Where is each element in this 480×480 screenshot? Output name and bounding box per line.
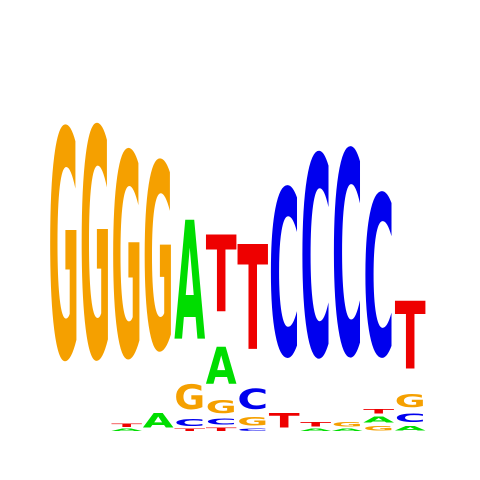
logo-letter-t: T: [174, 428, 205, 432]
logo-column-10: AGC: [332, 95, 363, 432]
logo-letter-a: A: [332, 428, 363, 432]
logo-letter-t: T: [269, 410, 300, 432]
logo-letter-g: G: [206, 397, 237, 417]
logo-letter-a: A: [206, 336, 237, 396]
logo-letter-a: A: [174, 188, 205, 378]
logo-column-3: ATG: [111, 98, 142, 432]
logo-column-8: TC: [269, 142, 300, 432]
logo-letter-c: C: [300, 100, 331, 420]
logo-letter-g: G: [111, 98, 142, 423]
logo-letter-g: G: [363, 425, 394, 432]
logo-letter-a: A: [111, 428, 142, 432]
logo-letter-c: C: [237, 428, 268, 432]
logo-letter-t: T: [395, 283, 426, 391]
logo-letter-t: T: [237, 217, 268, 384]
logo-letter-g: G: [48, 66, 79, 431]
logo-letter-g: G: [395, 391, 426, 411]
logo-letter-t: T: [206, 426, 237, 432]
logo-letter-g: G: [174, 379, 205, 418]
logo-letter-t: T: [111, 423, 142, 429]
logo-letter-a: A: [363, 415, 395, 424]
logo-letter-g: G: [80, 64, 111, 431]
logo-letter-c: C: [332, 95, 363, 421]
logo-column-4: AG: [143, 112, 175, 433]
logo-letter-c: C: [269, 142, 300, 409]
logo-letter-c: C: [363, 152, 394, 408]
logo-letter-c: C: [237, 384, 268, 415]
logo-letter-g: G: [143, 112, 174, 410]
logo-letter-c: C: [206, 417, 237, 426]
logo-column-2: G: [80, 64, 111, 431]
logo-letter-t: T: [206, 215, 237, 337]
logo-letter-a: A: [395, 424, 426, 432]
logo-letter-a: A: [300, 428, 331, 432]
logo-letter-c: C: [174, 417, 205, 428]
logo-letter-t: T: [300, 421, 331, 429]
logo-column-9: ATC: [300, 100, 331, 432]
logo-letter-c: C: [395, 412, 426, 425]
logo-column-1: G: [48, 66, 79, 431]
logo-letter-t: T: [363, 408, 394, 416]
logo-letter-g: G: [332, 421, 363, 428]
logo-letter-a: A: [143, 410, 175, 432]
logo-letter-g: G: [237, 415, 268, 428]
